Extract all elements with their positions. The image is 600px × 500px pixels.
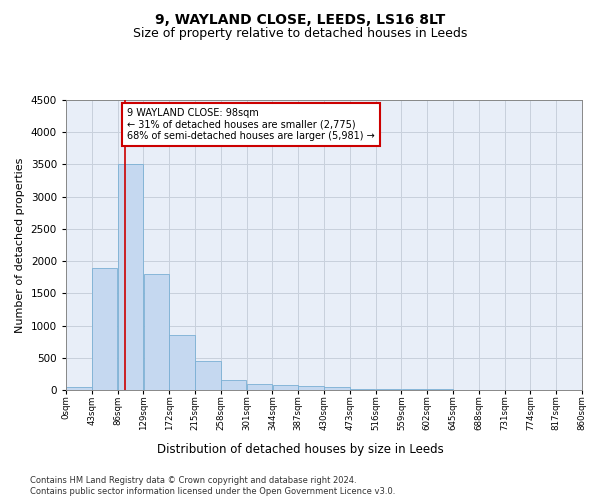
Bar — [118, 164, 143, 390]
Bar — [66, 387, 92, 390]
Bar — [247, 384, 272, 390]
Bar — [195, 361, 221, 390]
Bar — [376, 389, 401, 390]
Bar — [92, 268, 118, 390]
Bar — [298, 386, 324, 390]
Bar — [169, 335, 195, 390]
Bar — [350, 388, 376, 390]
Bar — [324, 388, 350, 390]
Text: Size of property relative to detached houses in Leeds: Size of property relative to detached ho… — [133, 28, 467, 40]
Bar — [221, 380, 247, 390]
Text: 9, WAYLAND CLOSE, LEEDS, LS16 8LT: 9, WAYLAND CLOSE, LEEDS, LS16 8LT — [155, 12, 445, 26]
Text: Distribution of detached houses by size in Leeds: Distribution of detached houses by size … — [157, 442, 443, 456]
Y-axis label: Number of detached properties: Number of detached properties — [15, 158, 25, 332]
Text: Contains public sector information licensed under the Open Government Licence v3: Contains public sector information licen… — [30, 488, 395, 496]
Text: Contains HM Land Registry data © Crown copyright and database right 2024.: Contains HM Land Registry data © Crown c… — [30, 476, 356, 485]
Bar — [272, 386, 298, 390]
Text: 9 WAYLAND CLOSE: 98sqm
← 31% of detached houses are smaller (2,775)
68% of semi-: 9 WAYLAND CLOSE: 98sqm ← 31% of detached… — [127, 108, 375, 141]
Bar — [143, 274, 169, 390]
